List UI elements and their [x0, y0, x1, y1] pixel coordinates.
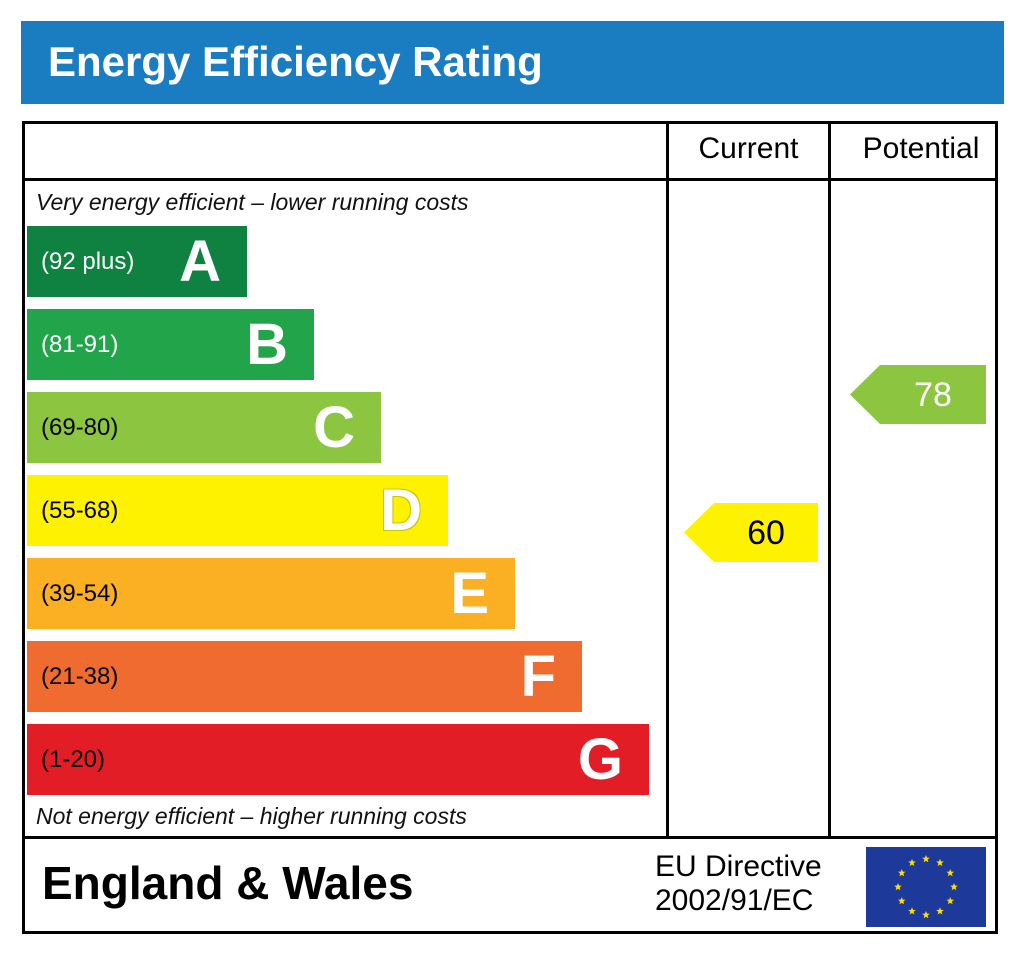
- band-letter: G: [577, 727, 623, 792]
- band-f: (21-38) F: [27, 641, 582, 712]
- band-letter: D: [380, 478, 422, 543]
- star-icon: [908, 907, 916, 915]
- band-b: (81-91) B: [27, 309, 314, 380]
- star-icon: [897, 897, 906, 905]
- star-icon: [936, 858, 944, 866]
- star-icon: [894, 883, 902, 891]
- potential-arrow: [850, 365, 986, 424]
- header-row-divider: [22, 178, 998, 181]
- current-arrow: [684, 503, 818, 562]
- directive-line-2: 2002/91/EC: [655, 884, 814, 917]
- page-title: Energy Efficiency Rating: [48, 38, 543, 85]
- caption-top: Very energy efficient – lower running co…: [36, 189, 469, 215]
- caption-bottom: Not energy efficient – higher running co…: [36, 803, 467, 829]
- band-letter: F: [520, 644, 556, 709]
- star-icon: [897, 869, 906, 877]
- band-range-label: (69-80): [41, 414, 119, 441]
- band-letter: E: [450, 561, 489, 626]
- band-range-label: (21-38): [41, 663, 119, 690]
- rating-table: [22, 121, 998, 934]
- band-c: (69-80) C: [27, 392, 381, 463]
- star-icon: [946, 869, 955, 877]
- header-bar: Energy Efficiency Rating: [21, 21, 1004, 104]
- star-icon: [950, 883, 958, 891]
- star-icon: [922, 911, 930, 919]
- eu-directive: EU Directive 2002/91/EC: [655, 850, 822, 918]
- region-label: England & Wales: [42, 857, 414, 909]
- current-value: 60: [747, 513, 785, 552]
- band-letter: A: [179, 229, 221, 294]
- column-divider-current: [666, 121, 669, 839]
- star-icon: [946, 897, 955, 905]
- star-icon: [936, 907, 944, 915]
- eu-flag-icon: [866, 847, 986, 927]
- star-icon: [922, 855, 930, 863]
- column-divider-potential: [828, 121, 831, 839]
- band-range-label: (39-54): [41, 580, 119, 607]
- band-a: (92 plus) A: [27, 226, 247, 297]
- band-g: (1-20) G: [27, 724, 649, 795]
- column-header-potential: Potential: [862, 132, 980, 165]
- band-range-label: (55-68): [41, 497, 119, 524]
- band-d: (55-68) D: [27, 475, 448, 546]
- directive-line-1: EU Directive: [655, 850, 822, 883]
- footer-row-divider: [22, 836, 998, 839]
- band-e: (39-54) E: [27, 558, 515, 629]
- potential-value: 78: [914, 375, 952, 414]
- star-icon: [908, 858, 916, 866]
- band-letter: B: [246, 312, 288, 377]
- band-range-label: (1-20): [41, 746, 106, 773]
- band-range-label: (81-91): [41, 331, 119, 358]
- band-range-label: (92 plus): [41, 248, 135, 275]
- column-header-current: Current: [698, 132, 799, 165]
- band-letter: C: [313, 395, 355, 460]
